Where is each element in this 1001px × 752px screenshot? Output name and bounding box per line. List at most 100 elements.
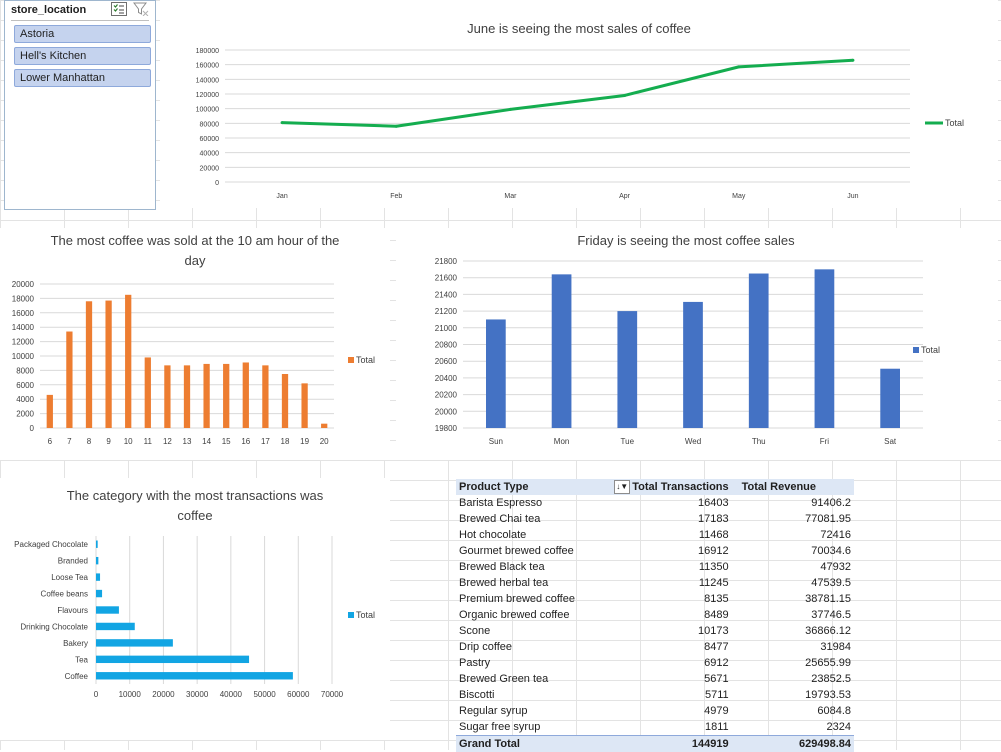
cell-product-type[interactable]: Pastry <box>456 655 603 671</box>
x-tick-label: Apr <box>619 193 631 200</box>
multi-select-icon[interactable] <box>111 2 127 16</box>
store-location-slicer[interactable]: store_location Astoria Hell's Kitchen Lo… <box>4 0 156 210</box>
category-transactions-chart[interactable]: The category with the most transactions … <box>0 478 390 740</box>
sort-filter-icon[interactable]: ↓▼ <box>614 480 630 494</box>
header-total-transactions[interactable]: ↓▼Total Transactions <box>603 479 731 495</box>
cell-total-revenue[interactable]: 72416 <box>732 527 854 543</box>
cell-total-revenue[interactable]: 77081.95 <box>732 511 854 527</box>
bar <box>552 274 572 428</box>
y-tick-label: 10000 <box>12 352 35 361</box>
x-tick-label: Sun <box>489 437 503 446</box>
bar <box>749 274 769 428</box>
cell-total-transactions[interactable]: 5671 <box>603 671 731 687</box>
cell-total-revenue[interactable]: 70034.6 <box>732 543 854 559</box>
cell-total-revenue[interactable]: 91406.2 <box>732 495 854 511</box>
cell-total-revenue[interactable]: 23852.5 <box>732 671 854 687</box>
line-chart-svg: 0200004000060000800001000001200001400001… <box>160 0 998 208</box>
cell-product-type[interactable]: Biscotti <box>456 687 603 703</box>
bar <box>203 364 209 428</box>
cell-total-revenue[interactable]: 2324 <box>732 719 854 736</box>
weekday-sales-chart[interactable]: Friday is seeing the most coffee sales 1… <box>396 228 998 460</box>
cell-total-transactions[interactable]: 8489 <box>603 607 731 623</box>
cell-total-revenue[interactable]: 47539.5 <box>732 575 854 591</box>
header-product-type[interactable]: Product Type <box>456 479 603 495</box>
cell-product-type[interactable]: Scone <box>456 623 603 639</box>
cell-product-type[interactable]: Gourmet brewed coffee <box>456 543 603 559</box>
cell-product-type[interactable]: Brewed Chai tea <box>456 511 603 527</box>
y-tick-label: Loose Tea <box>51 573 88 582</box>
y-tick-label: Bakery <box>63 639 88 648</box>
cell-total-transactions[interactable]: 8477 <box>603 639 731 655</box>
cell-total-transactions[interactable]: 6912 <box>603 655 731 671</box>
cell-total-transactions[interactable]: 11468 <box>603 527 731 543</box>
y-tick-label: 20200 <box>435 391 458 400</box>
hourly-sales-chart[interactable]: The most coffee was sold at the 10 am ho… <box>0 228 390 460</box>
cell-product-type[interactable]: Brewed Green tea <box>456 671 603 687</box>
cell-product-type[interactable]: Brewed herbal tea <box>456 575 603 591</box>
cell-product-type[interactable]: Brewed Black tea <box>456 559 603 575</box>
x-tick-label: 17 <box>261 437 270 446</box>
slicer-item-astoria[interactable]: Astoria <box>14 25 151 43</box>
cell-total-revenue[interactable]: 36866.12 <box>732 623 854 639</box>
clear-filter-icon[interactable] <box>133 2 149 16</box>
slicer-item-lower-manhattan[interactable]: Lower Manhattan <box>14 69 151 87</box>
x-tick-label: 50000 <box>253 690 276 699</box>
header-total-revenue[interactable]: Total Revenue <box>732 479 854 495</box>
cell-product-type[interactable]: Hot chocolate <box>456 527 603 543</box>
x-tick-label: 60000 <box>287 690 310 699</box>
cell-total-revenue[interactable]: 25655.99 <box>732 655 854 671</box>
cell-total-revenue[interactable]: 47932 <box>732 559 854 575</box>
y-tick-label: 20600 <box>435 357 458 366</box>
cell-total-revenue[interactable]: 38781.15 <box>732 591 854 607</box>
cell-total-transactions[interactable]: 4979 <box>603 703 731 719</box>
cell-total-transactions[interactable]: 11350 <box>603 559 731 575</box>
cell-total-revenue[interactable]: 6084.8 <box>732 703 854 719</box>
cell-product-type[interactable]: Organic brewed coffee <box>456 607 603 623</box>
cell-total-transactions[interactable]: 16403 <box>603 495 731 511</box>
bar <box>96 656 249 663</box>
y-tick-label: 19800 <box>435 424 458 433</box>
cell-product-type[interactable]: Regular syrup <box>456 703 603 719</box>
cell-product-type[interactable]: Sugar free syrup <box>456 719 603 736</box>
x-tick-label: 8 <box>87 437 92 446</box>
cell-total-transactions[interactable]: 10173 <box>603 623 731 639</box>
cell-total-revenue[interactable]: 19793.53 <box>732 687 854 703</box>
legend-label: Total <box>945 118 964 128</box>
product-revenue-pivot-table[interactable]: Product Type ↓▼Total Transactions Total … <box>456 479 854 752</box>
cell-total-transactions[interactable]: 1811 <box>603 719 731 736</box>
bar <box>617 311 637 428</box>
cell-total-transactions[interactable]: 5711 <box>603 687 731 703</box>
cell-product-type[interactable]: Premium brewed coffee <box>456 591 603 607</box>
cell-total-transactions[interactable]: 8135 <box>603 591 731 607</box>
cell-product-type[interactable]: Barista Espresso <box>456 495 603 511</box>
y-tick-label: 12000 <box>12 338 35 347</box>
cell-total-transactions[interactable]: 17183 <box>603 511 731 527</box>
cell-total-revenue[interactable]: 31984 <box>732 639 854 655</box>
monthly-sales-chart[interactable]: June is seeing the most sales of coffee … <box>160 0 998 208</box>
y-tick-label: 18000 <box>12 294 35 303</box>
table-header-row: Product Type ↓▼Total Transactions Total … <box>456 479 854 495</box>
y-tick-label: 20000 <box>12 280 35 289</box>
cell-total-revenue[interactable]: 37746.5 <box>732 607 854 623</box>
slicer-item-hells-kitchen[interactable]: Hell's Kitchen <box>14 47 151 65</box>
slicer-divider <box>11 20 149 21</box>
cell-product-type[interactable]: Drip coffee <box>456 639 603 655</box>
cell-total-transactions[interactable]: 16912 <box>603 543 731 559</box>
cell-total-transactions[interactable]: 11245 <box>603 575 731 591</box>
legend-label: Total <box>921 345 940 355</box>
